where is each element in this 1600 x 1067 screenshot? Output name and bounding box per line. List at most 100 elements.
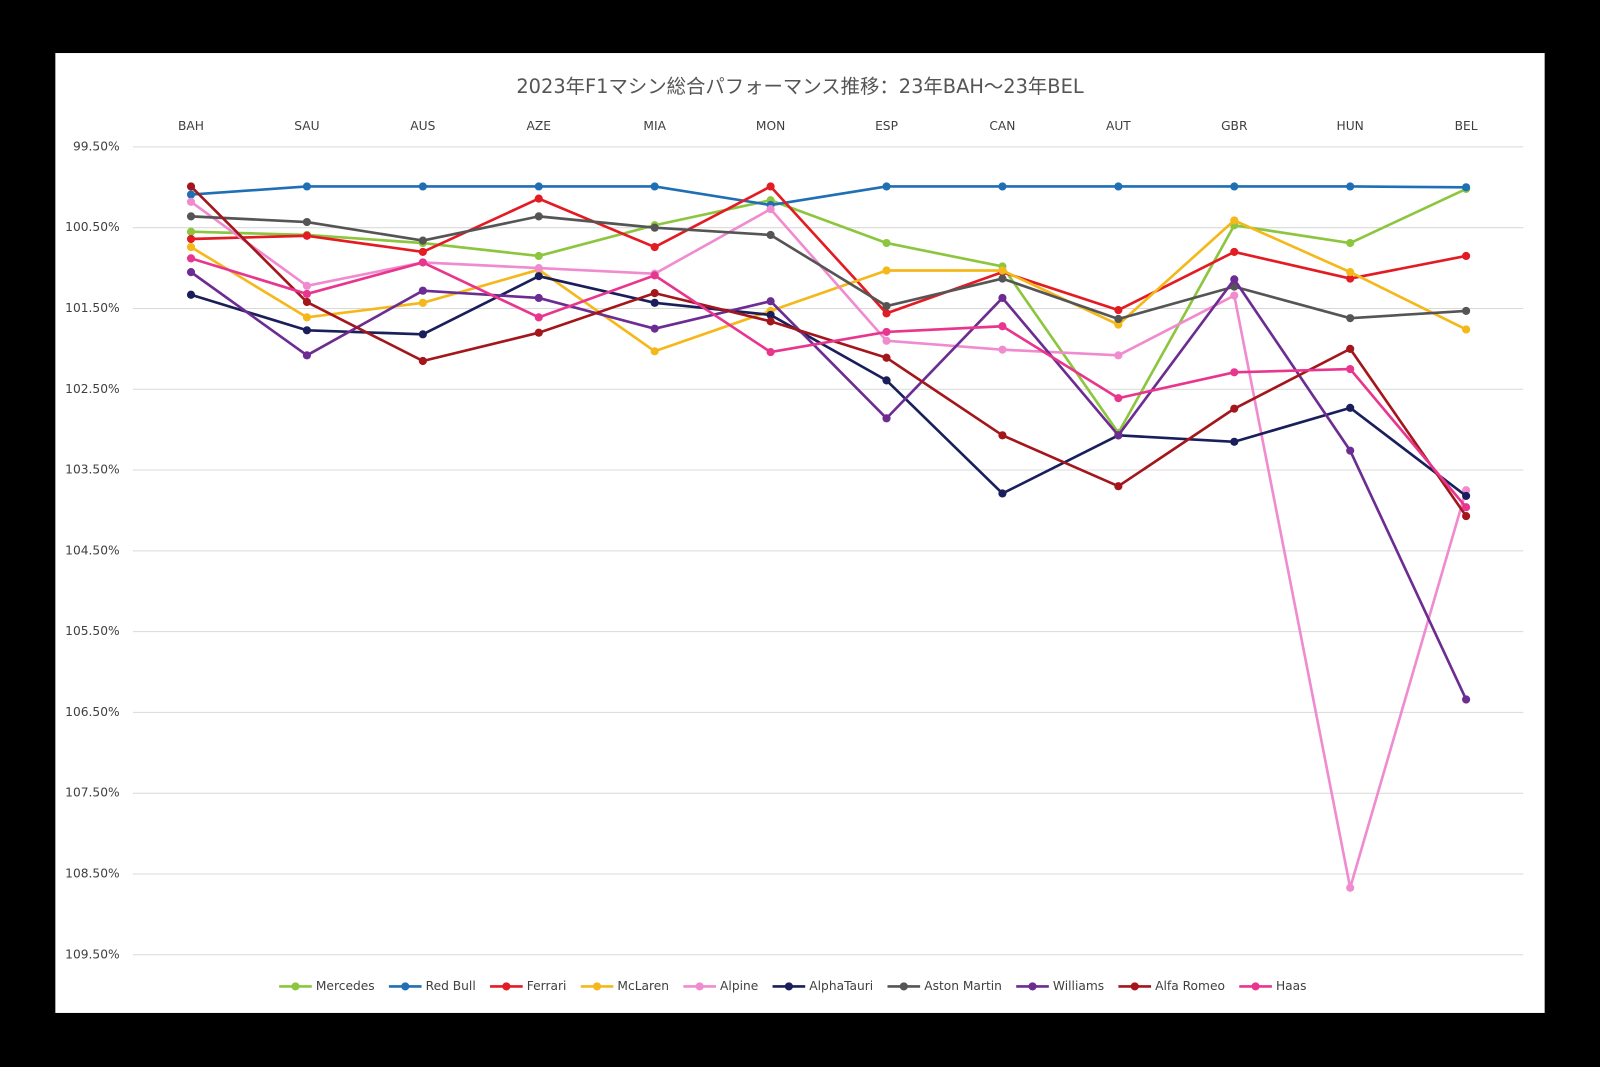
y-tick-label: 107.50% <box>65 786 119 800</box>
data-point <box>1462 183 1471 192</box>
data-point <box>882 353 891 362</box>
legend-marker <box>401 982 410 991</box>
series-line <box>190 185 1467 207</box>
legend-label: Alpine <box>720 979 758 993</box>
data-point <box>1230 182 1239 191</box>
data-point <box>1346 314 1355 323</box>
data-point <box>534 313 543 322</box>
data-point <box>302 217 312 227</box>
data-point <box>650 289 659 298</box>
data-point <box>1230 216 1239 225</box>
y-tick-label: 99.50% <box>73 139 120 153</box>
data-point <box>1462 695 1471 704</box>
data-point <box>1462 491 1471 500</box>
data-point <box>1114 431 1123 440</box>
y-tick-label: 102.50% <box>65 382 119 396</box>
data-point <box>1346 182 1355 191</box>
data-point <box>998 293 1007 303</box>
data-point <box>1230 368 1239 377</box>
data-point <box>418 247 427 256</box>
data-point <box>882 182 891 191</box>
legend-label: Haas <box>1276 979 1307 993</box>
data-point <box>302 326 312 335</box>
data-point <box>534 272 543 281</box>
y-tick-label: 105.50% <box>65 624 119 638</box>
legend-label: Mercedes <box>316 979 375 993</box>
data-point <box>418 258 427 267</box>
legend-marker <box>1130 982 1139 991</box>
data-point <box>302 182 312 191</box>
data-point <box>186 242 196 252</box>
data-point <box>1346 403 1355 412</box>
data-point <box>998 274 1007 283</box>
series-line <box>190 219 1467 353</box>
legend-marker <box>502 982 511 991</box>
legend-marker <box>592 982 602 991</box>
x-tick-label: CAN <box>989 119 1015 133</box>
series-line <box>190 271 1468 701</box>
data-point <box>534 182 543 191</box>
legend-label: Aston Martin <box>924 979 1002 993</box>
data-point <box>302 313 312 322</box>
data-point <box>650 324 659 333</box>
y-tick-label: 109.50% <box>65 947 119 961</box>
series-line <box>190 185 1468 517</box>
y-tick-label: 101.50% <box>65 301 119 315</box>
data-point <box>1346 268 1355 277</box>
data-point <box>1346 344 1355 353</box>
legend-marker <box>1028 982 1037 991</box>
data-point <box>1230 247 1239 256</box>
legend-marker <box>1251 982 1260 991</box>
data-point <box>766 310 775 320</box>
data-point <box>882 376 891 385</box>
x-tick-label: BAH <box>178 119 204 133</box>
x-tick-label: ESP <box>875 119 898 133</box>
data-point <box>882 238 891 248</box>
series-line <box>190 215 1467 321</box>
legend-marker <box>695 982 704 991</box>
data-point <box>418 356 427 366</box>
data-point <box>1346 274 1355 283</box>
y-tick-label: 104.50% <box>65 543 119 557</box>
data-point <box>418 330 427 339</box>
data-point <box>650 223 659 232</box>
data-point <box>1462 503 1471 512</box>
data-point <box>1114 320 1123 329</box>
data-point <box>1462 325 1471 334</box>
data-point <box>998 345 1007 354</box>
data-point <box>1462 251 1471 261</box>
data-point <box>650 182 659 191</box>
data-point <box>998 489 1007 498</box>
y-tick-label: 100.50% <box>65 220 119 234</box>
data-point <box>882 336 891 345</box>
data-point <box>1114 314 1123 324</box>
data-point <box>998 431 1007 440</box>
y-tick-label: 108.50% <box>65 867 119 881</box>
data-point <box>1462 486 1471 495</box>
data-point <box>186 290 196 299</box>
data-point <box>534 194 543 203</box>
data-point <box>882 309 891 318</box>
data-point <box>302 297 312 307</box>
x-tick-label: MIA <box>643 119 666 133</box>
data-point <box>998 182 1007 191</box>
legend-marker <box>291 982 300 991</box>
data-point <box>186 190 196 199</box>
x-tick-label: AZE <box>527 119 551 133</box>
data-point <box>1230 291 1239 300</box>
data-point <box>1346 364 1355 374</box>
data-point <box>1230 437 1239 446</box>
data-point <box>1114 394 1123 403</box>
data-point <box>1346 238 1355 248</box>
x-tick-label: MON <box>756 119 785 133</box>
legend-marker <box>899 982 908 991</box>
data-point <box>882 266 891 275</box>
data-point <box>302 351 312 360</box>
data-point <box>650 271 659 280</box>
data-point <box>650 242 659 252</box>
data-point <box>766 317 775 326</box>
series-line <box>190 274 1467 497</box>
data-point <box>1462 306 1471 315</box>
data-point <box>418 286 427 295</box>
data-point <box>418 182 427 191</box>
